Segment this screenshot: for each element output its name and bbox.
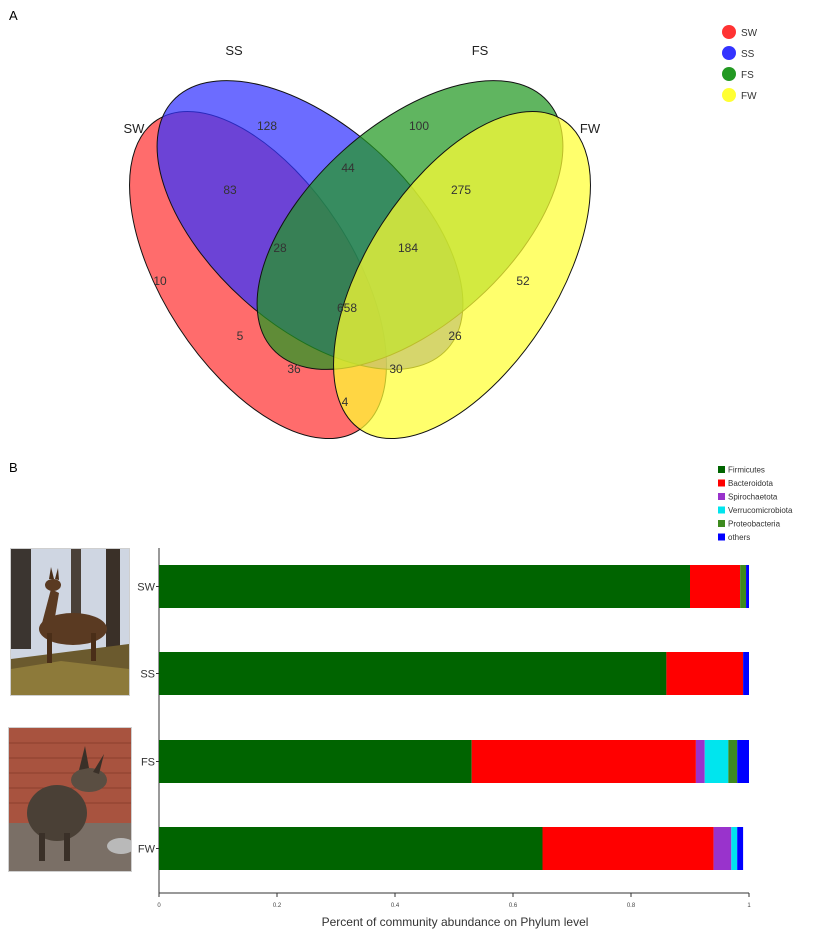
y-tick-label-fs: FS (141, 757, 155, 769)
panel-a-label: A (9, 8, 18, 23)
venn-count-fs: 100 (409, 119, 429, 133)
y-tick-label-ss: SS (140, 669, 155, 681)
x-tick-label: 0.8 (627, 903, 636, 909)
venn-count-sw-fs-fw: 36 (287, 362, 301, 376)
venn-count-sw-ss-fs: 28 (273, 241, 287, 255)
x-tick-label: 0.2 (273, 903, 282, 909)
x-tick-label: 1 (747, 903, 751, 909)
x-tick-label: 0.6 (509, 903, 518, 909)
bar-segment-fw-verrucomicrobiota (731, 827, 738, 870)
y-tick-label-sw: SW (137, 582, 155, 594)
legend-label-proteobacteria: Proteobacteria (728, 520, 781, 529)
legend-label-firmicutes: Firmicutes (728, 466, 765, 475)
legend-label-others: others (728, 533, 750, 542)
y-tick-label-fw: FW (138, 844, 156, 856)
venn-set-label-sw: SW (124, 121, 146, 136)
legend-swatch-fs (722, 67, 736, 81)
venn-diagram: SW SS FS FW 10 128 100 52 83 44 275 4 5 26 28 184 36 30 65… (124, 43, 601, 440)
legend-label-bacteroidota: Bacteroidota (728, 479, 773, 488)
venn-count-fs-fw: 275 (451, 183, 471, 197)
legend-swatch-spirochaetota (718, 493, 725, 500)
legend-swatch-sw (722, 25, 736, 39)
bar-segment-fs-firmicutes (159, 740, 472, 783)
venn-count-ss-fs: 44 (341, 161, 355, 175)
venn-count-sw-ss-fs-fw: 658 (337, 301, 357, 315)
bar-segment-fw-bacteroidota (542, 827, 714, 870)
venn-legend: SW SS FS FW (722, 25, 758, 102)
legend-swatch-bacteroidota (718, 479, 725, 487)
venn-count-sw-ss: 83 (223, 183, 237, 197)
venn-count-sw-ss-fw: 30 (389, 362, 403, 376)
legend-label-ss: SS (741, 49, 755, 60)
panel-b-label: B (9, 460, 18, 475)
musk-deer-indoor-photo (8, 727, 132, 872)
legend-swatch-others (718, 533, 725, 541)
bar-segment-fw-firmicutes (159, 827, 543, 870)
bar-segment-ss-firmicutes (159, 652, 667, 695)
venn-set-label-fw: FW (580, 121, 601, 136)
bar-legend: Firmicutes Bacteroidota Spirochaetota Verru… (718, 466, 793, 542)
venn-count-ss-fw: 26 (448, 329, 462, 343)
venn-count-sw-fw: 4 (342, 395, 349, 409)
bar-segment-fw-others (737, 827, 744, 870)
musk-deer-in-snow-photo (10, 548, 130, 696)
legend-swatch-firmicutes (718, 466, 725, 473)
venn-set-fw (333, 110, 591, 440)
x-tick-label: 0 (157, 903, 161, 909)
x-axis-label: Percent of community abundance on Phylum… (322, 915, 589, 929)
legend-label-spirochaetota: Spirochaetota (728, 493, 778, 502)
bar-segment-fw-spirochaetota (713, 827, 732, 870)
legend-label-sw: SW (741, 28, 758, 39)
legend-label-fs: FS (741, 70, 754, 81)
venn-count-ss: 128 (257, 119, 277, 133)
bar-segment-fs-verrucomicrobiota (704, 740, 729, 783)
venn-count-fw: 52 (516, 274, 530, 288)
stacked-bar-chart: 0 0.2 0.4 0.6 0.8 1 SW SS FS FW (137, 548, 751, 909)
bar-segment-ss-bacteroidota (666, 652, 744, 695)
venn-set-label-fs: FS (472, 43, 489, 58)
legend-swatch-fw (722, 88, 736, 102)
bar-segment-ss-others (743, 652, 749, 695)
legend-swatch-proteobacteria (718, 520, 725, 527)
legend-swatch-ss (722, 46, 736, 60)
x-tick-label: 0.4 (391, 903, 400, 909)
legend-swatch-verrucomicrobiota (718, 506, 725, 514)
legend-label-fw: FW (741, 91, 757, 102)
venn-count-sw-fs: 5 (237, 329, 244, 343)
bar-segment-sw-others (746, 565, 749, 608)
bar-segment-fs-proteobacteria (728, 740, 738, 783)
bar-segment-fs-spirochaetota (695, 740, 705, 783)
bar-segment-sw-bacteroidota (690, 565, 741, 608)
bar-segment-sw-proteobacteria (740, 565, 747, 608)
bar-segment-fs-bacteroidota (471, 740, 696, 783)
venn-count-ss-fs-fw: 184 (398, 241, 418, 255)
bar-segment-sw-firmicutes (159, 565, 690, 608)
venn-count-sw: 10 (153, 274, 167, 288)
venn-set-label-ss: SS (225, 43, 243, 58)
legend-label-verrucomicrobiota: Verrucomicrobiota (728, 506, 793, 515)
bar-segment-fs-others (737, 740, 749, 783)
